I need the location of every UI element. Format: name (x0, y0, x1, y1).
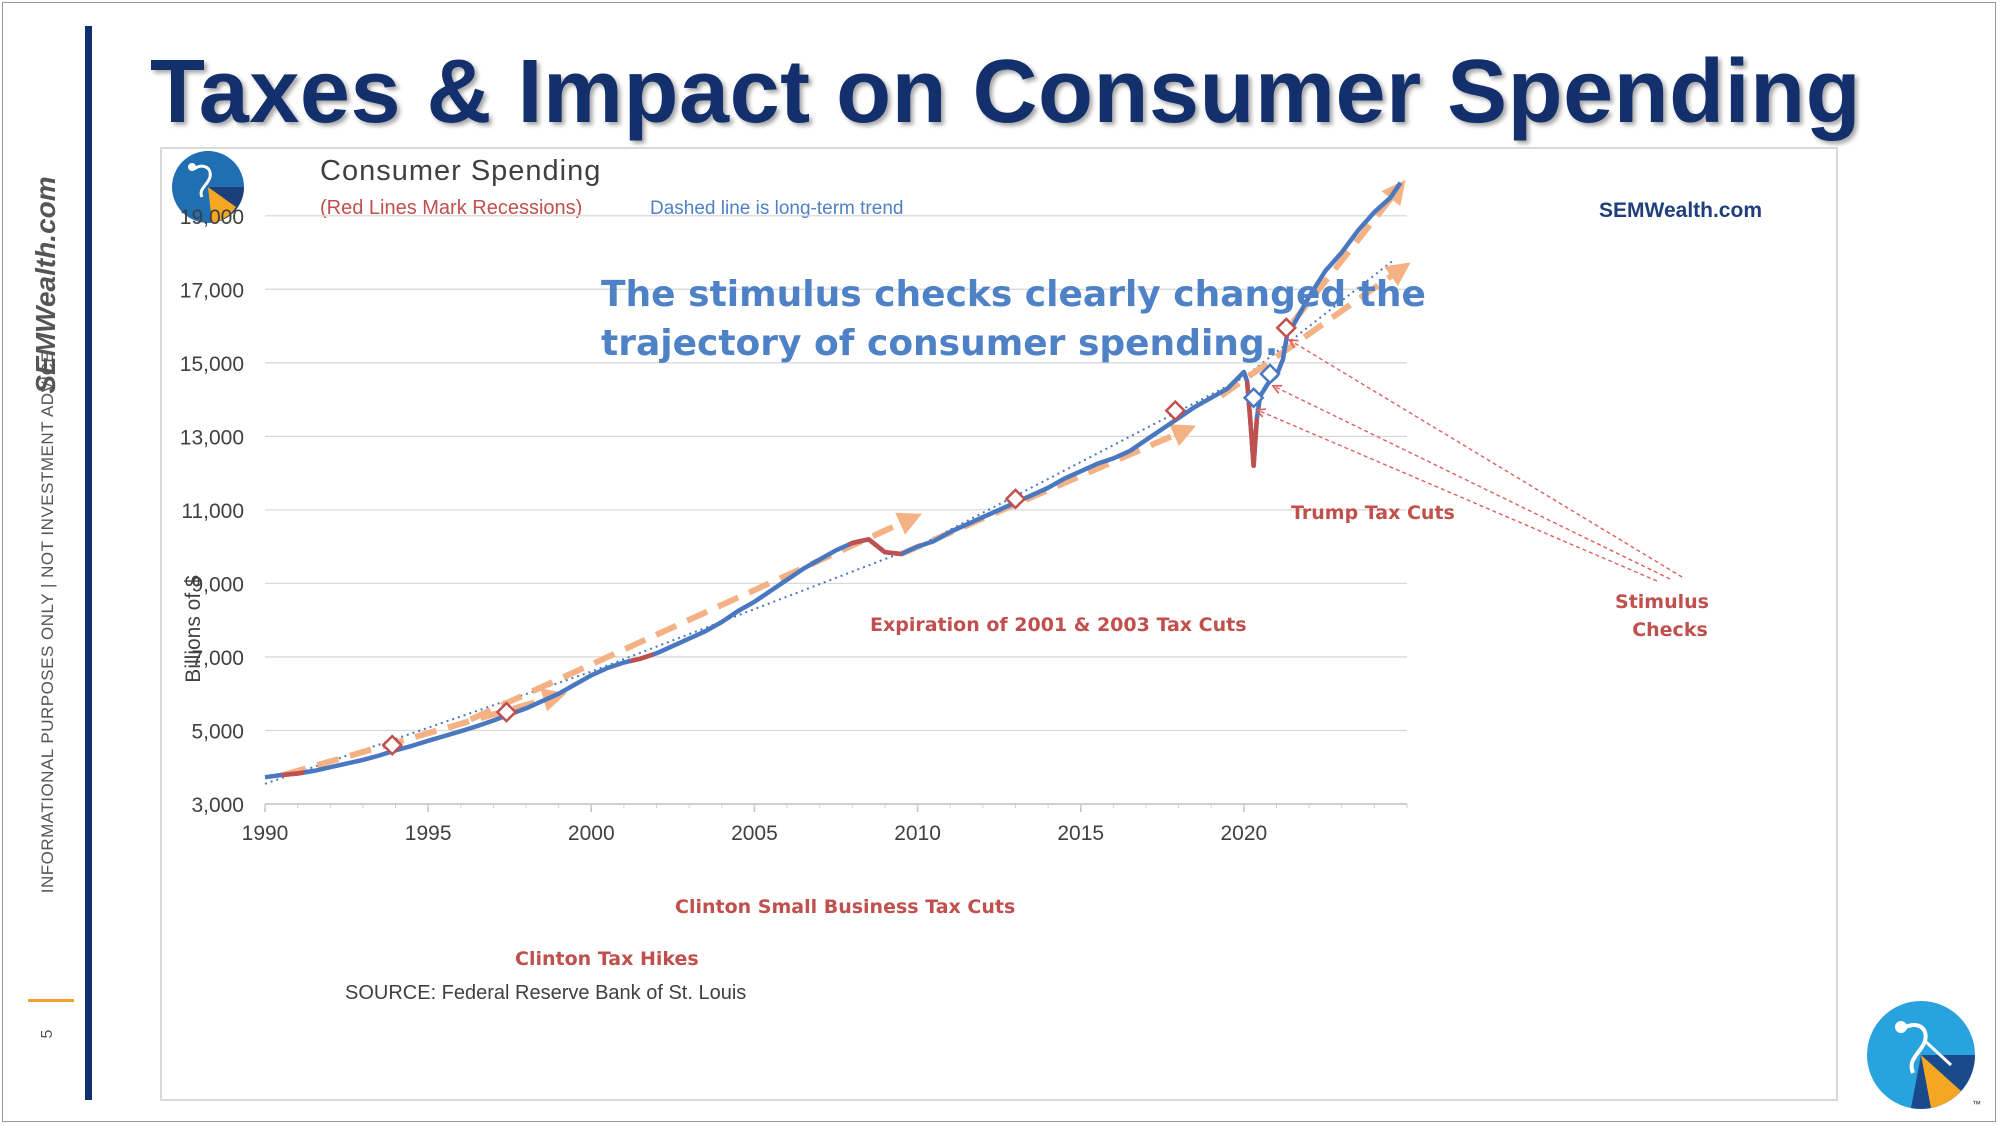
x-tick-2010: 2010 (894, 822, 941, 845)
event-marker-2 (495, 701, 518, 723)
x-axis (264, 803, 1408, 812)
y-tick-15000: 15,000 (180, 353, 244, 376)
x-tick-2020: 2020 (1220, 822, 1267, 845)
trend-arrow-4 (1219, 262, 1411, 399)
stimulus-pointers (1257, 340, 1683, 582)
y-tick-7000: 7,000 (191, 647, 244, 670)
y-tick-labels: 3,000 5,000 7,000 9,000 11,000 13,000 15,000 17… (180, 206, 244, 817)
consumer-spending-line (264, 181, 1403, 780)
stimulus-pointer-2 (1273, 386, 1671, 580)
annotation-clinton-small-business: Clinton Small Business Tax Cuts (675, 896, 1015, 918)
recession-segments (281, 381, 1260, 778)
trend-arrow-2 (469, 512, 922, 723)
x-tick-2005: 2005 (731, 822, 778, 845)
side-orange-accent (28, 999, 74, 1002)
event-marker-4 (1164, 399, 1187, 422)
y-tick-13000: 13,000 (180, 426, 244, 449)
annotation-stimulus-line-1: Stimulus (1615, 591, 1709, 613)
y-tick-17000: 17,000 (180, 279, 244, 302)
trademark-symbol: ™ (1972, 1099, 1981, 1109)
stimulus-pointer-1 (1257, 410, 1658, 582)
x-tick-1990: 1990 (242, 822, 289, 845)
annotation-clinton-tax-hikes: Clinton Tax Hikes (515, 948, 699, 970)
side-disclaimer: INFORMATIONAL PURPOSES ONLY | NOT INVEST… (38, 350, 57, 894)
y-tick-11000: 11,000 (181, 500, 244, 523)
callout-line-1: The stimulus checks clearly changed the (601, 274, 1426, 315)
recession-segment-2 (629, 652, 655, 664)
brand-logo-icon (1867, 1001, 1975, 1109)
recession-segment-1 (281, 770, 305, 778)
trend-arrow-1 (283, 688, 567, 778)
y-axis-title: Billions of $ (182, 575, 205, 683)
x-tick-labels: 1990 1995 2000 2005 2010 2015 2020 (242, 822, 1268, 845)
consumer-spending-chart: Consumer Spending (Red Lines Mark Recess… (172, 151, 1762, 1004)
y-tick-9000: 9,000 (191, 573, 244, 596)
trend-arrow-5 (1290, 179, 1406, 325)
callout-line-2: trajectory of consumer spending. (601, 323, 1278, 364)
y-tick-5000: 5,000 (191, 720, 244, 743)
chart-subtitle-trend: Dashed line is long-term trend (650, 198, 903, 219)
chart-subtitle-recessions: (Red Lines Mark Recessions) (320, 197, 582, 219)
series (264, 181, 1403, 780)
page-number: 5 (39, 1029, 56, 1039)
x-tick-2000: 2000 (568, 822, 615, 845)
side-accent-rule (85, 26, 92, 1100)
y-tick-19000: 19,000 (180, 206, 244, 229)
stimulus-marker-1 (1242, 386, 1265, 409)
x-tick-2015: 2015 (1057, 822, 1104, 845)
annotation-trump-tax-cuts: Trump Tax Cuts (1291, 502, 1455, 524)
stimulus-marker-3 (1275, 317, 1298, 339)
source-note: SOURCE: Federal Reserve Bank of St. Loui… (345, 982, 746, 1004)
stimulus-marker-2 (1259, 363, 1281, 385)
chart-watermark: SEMWealth.com (1599, 199, 1762, 222)
slide-title: Taxes & Impact on Consumer Spending (150, 42, 1862, 142)
y-tick-3000: 3,000 (191, 794, 244, 817)
event-marker-3 (1004, 488, 1027, 510)
x-tick-1995: 1995 (405, 822, 452, 845)
recession-segment-3 (848, 537, 902, 557)
event-markers (381, 317, 1298, 756)
event-marker-1 (381, 734, 404, 756)
chart-title: Consumer Spending (320, 155, 601, 187)
stimulus-pointer-3 (1289, 340, 1683, 578)
annotation-stimulus-line-2: Checks (1632, 619, 1708, 641)
annotation-expiration-tax-cuts: Expiration of 2001 & 2003 Tax Cuts (870, 614, 1247, 636)
chart-panel: Consumer Spending (Red Lines Mark Recess… (160, 147, 1838, 1101)
logo-icon (172, 151, 244, 223)
